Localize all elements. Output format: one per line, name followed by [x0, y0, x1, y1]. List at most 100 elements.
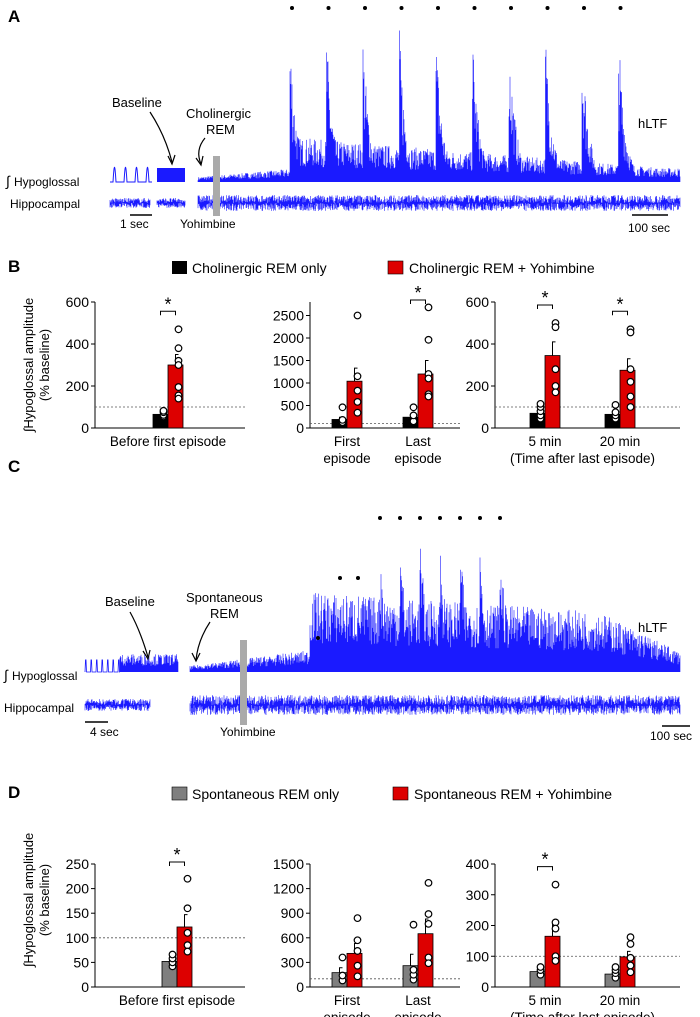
- hypoglossal-baseline-breaths: [84, 659, 120, 673]
- episode-dot: [363, 6, 367, 10]
- legend-swatch-drug: [387, 260, 404, 275]
- y-tick-label: 1500: [273, 856, 304, 872]
- data-point: [551, 365, 560, 374]
- data-point: [353, 914, 362, 923]
- data-point: [174, 383, 183, 391]
- x-category-label: episode: [323, 1010, 370, 1017]
- a-rem-label-2: REM: [206, 122, 235, 137]
- data-point: [536, 963, 545, 971]
- episode-dot: [478, 516, 482, 520]
- episode-dot: [356, 576, 360, 580]
- hypoglossal-baseline-breaths: [110, 166, 152, 183]
- episode-dot: [326, 6, 331, 10]
- arrowhead: [195, 155, 204, 167]
- hypoglossal-baseline-block: [119, 654, 179, 672]
- x-category-label: 5 min: [528, 993, 561, 1008]
- x-category-label: Before first episode: [119, 993, 235, 1008]
- episode-dot: [436, 6, 440, 10]
- data-point: [626, 403, 635, 411]
- episode-dot: [458, 516, 462, 520]
- episode-dot: [509, 6, 513, 10]
- significance-star: *: [616, 294, 623, 314]
- x-category-label: First: [334, 434, 360, 449]
- data-point: [409, 920, 418, 929]
- yohimbine-marker: [213, 156, 220, 216]
- x-axis-label: (Time after last episode): [510, 451, 655, 466]
- hypoglossal-trace: [197, 30, 681, 182]
- y-tick-label: 2500: [273, 308, 304, 324]
- panel-c-label: C: [8, 457, 20, 476]
- arrowhead: [142, 649, 151, 661]
- chart-b-episodes: 0 500 1000 1500 2000 2500 First episode * Last epi…: [273, 283, 460, 466]
- data-point: [159, 406, 168, 415]
- episode-dot: [316, 636, 320, 640]
- data-point: [338, 416, 347, 424]
- rem-arrow: [195, 621, 211, 661]
- episode-dot: [438, 516, 442, 520]
- a-drug-label: Yohimbine: [180, 217, 236, 231]
- y-tick-label: 300: [466, 887, 490, 903]
- data-point: [353, 386, 362, 395]
- drug-bar: [346, 952, 363, 988]
- significance-bracket: [160, 310, 176, 316]
- chart-d-time-after: 0 100 200 300 400 * 5 min 20 min (Time after las…: [466, 850, 680, 1017]
- y-tick-label: 200: [66, 881, 90, 897]
- data-point: [551, 924, 560, 933]
- hypoglossal-trace: [189, 548, 681, 672]
- arrowhead: [167, 154, 176, 166]
- x-category-label: Last: [405, 434, 431, 449]
- data-point: [626, 365, 635, 374]
- y-tick-label: 600: [281, 930, 305, 946]
- data-point: [353, 961, 362, 970]
- panel-d-label: D: [8, 783, 20, 802]
- y-tick-label: 1000: [273, 375, 304, 391]
- drug-bar-error-bar: [627, 358, 631, 371]
- c-rem-label-2: REM: [210, 606, 239, 621]
- data-point: [626, 392, 635, 401]
- a-rem-label-1: Cholinergic: [186, 106, 252, 121]
- x-category-label: 5 min: [528, 434, 561, 449]
- y-tick-label: 600: [66, 294, 90, 310]
- hypoglossal-baseline-block: [157, 168, 185, 182]
- data-point: [168, 950, 177, 959]
- y-tick-label: 50: [73, 954, 89, 970]
- y-tick-label: 900: [281, 905, 305, 921]
- episode-dot: [545, 6, 550, 10]
- episode-dot: [378, 516, 382, 520]
- drug-bar: [417, 933, 434, 988]
- c-integral-sign: ∫: [3, 667, 9, 683]
- significance-star: *: [541, 288, 548, 308]
- chart-b-time-after: 0 200 400 600 * 5 min * 20 min (Time after last …: [466, 288, 680, 466]
- d-ylabel-2: (% baseline): [37, 864, 52, 936]
- data-point: [183, 874, 192, 883]
- y-tick-label: 0: [481, 979, 489, 995]
- a-hippocampal-label: Hippocampal: [10, 197, 80, 211]
- hippocampal-trace: [197, 195, 681, 211]
- drug-bar-error-bar: [425, 360, 429, 374]
- significance-star: *: [541, 850, 548, 870]
- data-point: [626, 328, 635, 337]
- data-point: [551, 880, 560, 889]
- hippocampal-baseline-trace-2: [156, 198, 186, 208]
- data-point: [424, 878, 433, 887]
- data-point: [424, 910, 433, 918]
- data-point: [353, 936, 362, 945]
- significance-bracket: [537, 866, 553, 871]
- y-tick-label: 200: [466, 918, 490, 934]
- c-hippocampal-label: Hippocampal: [4, 701, 74, 715]
- data-point: [424, 335, 433, 344]
- a-scale-short: 1 sec: [120, 217, 149, 231]
- y-tick-label: 100: [466, 948, 490, 964]
- data-point: [338, 403, 347, 412]
- panel-a-label: A: [8, 7, 20, 26]
- data-point: [174, 344, 183, 353]
- episode-dot: [498, 516, 502, 520]
- hippocampal-baseline-trace: [84, 699, 151, 711]
- x-axis-label: (Time after last episode): [510, 1010, 655, 1017]
- episode-dot: [618, 6, 623, 10]
- y-tick-label: 400: [466, 336, 490, 352]
- d-ylabel-1: ∫Hypoglossal amplitude: [21, 833, 36, 968]
- data-point: [409, 965, 418, 974]
- y-tick-label: 300: [281, 954, 305, 970]
- data-point: [174, 325, 183, 334]
